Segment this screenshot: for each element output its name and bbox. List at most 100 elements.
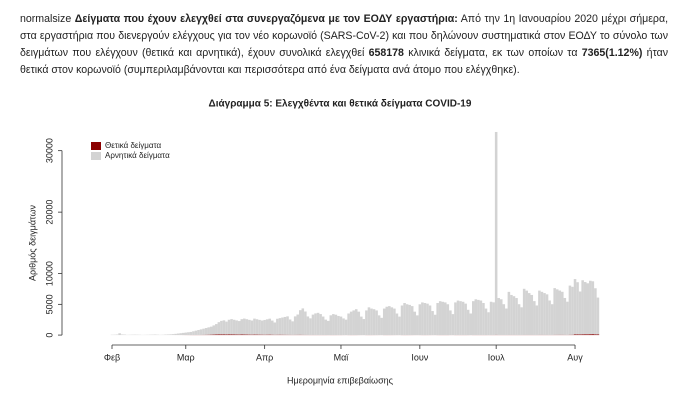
bar: [166, 334, 170, 336]
bar: [423, 303, 427, 336]
bar: [217, 334, 221, 336]
bar: [578, 291, 582, 335]
bar: [118, 333, 121, 336]
bar: [499, 299, 503, 335]
bar: [286, 316, 289, 335]
x-tick-label: Ιουλ: [488, 352, 505, 362]
bar: [512, 296, 516, 335]
bar: [215, 334, 218, 336]
bar: [240, 334, 244, 336]
bar: [398, 316, 401, 336]
bar: [298, 310, 302, 335]
bar: [271, 320, 274, 335]
bar: [388, 306, 391, 336]
bar: [591, 334, 595, 336]
bar: [258, 319, 261, 335]
bar: [571, 286, 574, 335]
text: ήταν θετικά στον κορωνοϊό (συμπεριλαμβάν…: [20, 47, 669, 76]
bar: [433, 314, 437, 336]
bar: [349, 311, 353, 335]
bar: [329, 315, 333, 335]
bar: [487, 312, 490, 336]
bar: [446, 304, 450, 335]
bar: [225, 334, 228, 336]
bar: [293, 316, 297, 335]
bar: [594, 334, 597, 336]
total: 658178: [368, 47, 404, 59]
bar: [461, 301, 465, 335]
bar: [507, 291, 511, 335]
bar: [174, 333, 177, 336]
bar: [555, 289, 559, 335]
bar: [550, 304, 554, 335]
bar: [375, 310, 378, 336]
bar: [288, 319, 292, 335]
bar: [309, 318, 312, 335]
bar: [538, 290, 541, 335]
bar: [291, 321, 294, 335]
bar: [520, 307, 523, 335]
bar: [586, 334, 590, 336]
bar: [553, 288, 556, 335]
bar: [326, 320, 330, 336]
bar: [215, 324, 218, 335]
x-tick-label: Μαρ: [177, 352, 195, 362]
y-tick-label: 0: [44, 333, 54, 338]
bar: [530, 294, 534, 335]
y-axis-label: Αριθμός δειγμάτων: [27, 204, 37, 281]
bar: [370, 308, 373, 336]
bar: [120, 334, 124, 336]
bar: [235, 320, 238, 335]
bar: [332, 314, 335, 335]
bar: [492, 302, 495, 335]
bar: [181, 332, 185, 336]
bar: [268, 318, 272, 335]
bar: [197, 330, 200, 335]
bar: [230, 334, 233, 336]
bar: [237, 321, 241, 335]
bar: [395, 313, 399, 336]
bar: [352, 310, 355, 336]
bar: [525, 290, 528, 335]
heading: Δείγματα που έχουν ελεγχθεί στα συνεργαζ…: [74, 13, 458, 25]
bar: [362, 319, 366, 336]
bar: [489, 301, 493, 335]
bar: [220, 334, 223, 336]
bar: [479, 300, 483, 335]
bar: [589, 334, 592, 336]
bar: [410, 306, 414, 336]
bar: [324, 319, 327, 335]
bar: [464, 303, 467, 335]
x-tick-label: Ιουν: [411, 352, 428, 362]
bar: [576, 282, 579, 335]
chart-title: Διάγραμμα 5: Ελεγχθέντα και θετικά δείγμ…: [209, 99, 472, 110]
bar: [339, 316, 343, 336]
bar: [583, 282, 587, 335]
bar: [591, 281, 595, 335]
bar: [568, 285, 572, 335]
bar: [438, 301, 442, 335]
bar: [471, 301, 475, 335]
bar: [456, 300, 460, 335]
bar: [418, 304, 422, 336]
bar: [220, 320, 223, 335]
bar: [227, 334, 231, 336]
bar: [393, 308, 396, 336]
bar: [576, 334, 579, 336]
bar: [235, 334, 238, 336]
bar: [540, 291, 544, 335]
bar: [232, 334, 236, 336]
bar: [510, 294, 513, 335]
bar: [416, 315, 419, 336]
bar: [304, 311, 307, 335]
text: Από την 1η Ιανουαρίου 2020 μέχρι σήμερα,…: [20, 13, 669, 59]
bar: [263, 319, 266, 335]
bar: [243, 334, 246, 336]
bar: [405, 304, 409, 336]
bar: [169, 334, 172, 336]
bar: [494, 131, 498, 335]
bar: [245, 319, 249, 335]
bar: [400, 305, 404, 336]
